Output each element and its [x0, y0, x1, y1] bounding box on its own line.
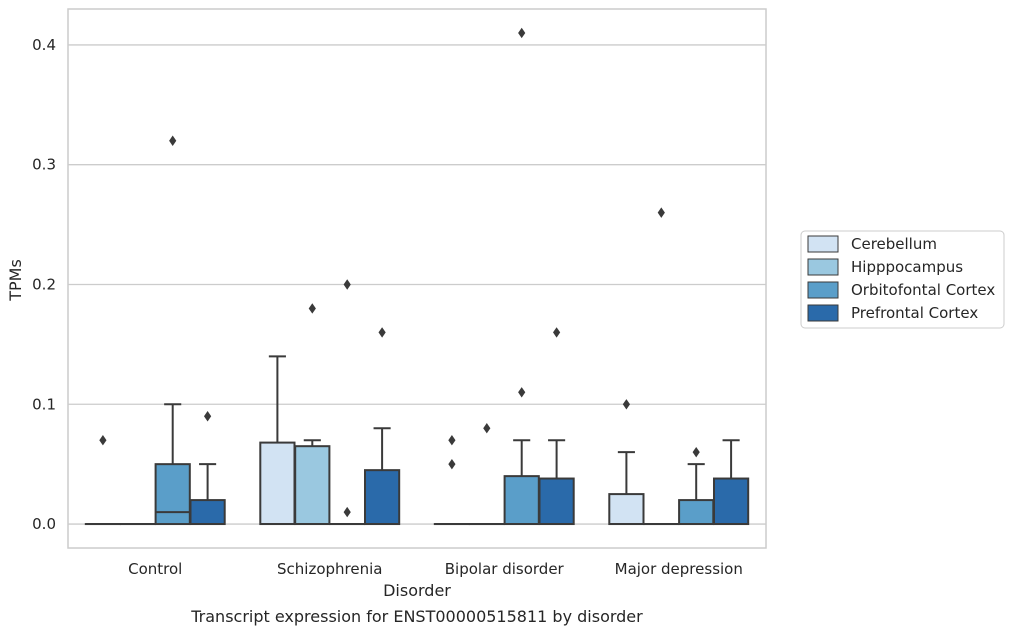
y-tick-label: 0.3: [32, 156, 56, 174]
legend-label: Prefrontal Cortex: [851, 304, 978, 322]
outlier-point: [518, 27, 526, 39]
outlier-point: [343, 279, 351, 290]
x-tick-label: Control: [128, 560, 182, 578]
legend-swatch: [807, 235, 839, 253]
box-orbitofontal-cortex: [154, 135, 191, 526]
box-cerebellum: [84, 435, 122, 526]
box: [712, 477, 750, 526]
outlier-point: [622, 399, 630, 410]
plot-frame: [67, 8, 767, 549]
legend-swatch: [807, 281, 839, 299]
box-prefrontal-cortex: [189, 411, 226, 526]
box-hipppocampus: [294, 303, 331, 526]
x-tick-label: Schizophrenia: [277, 560, 382, 578]
outlier-point: [204, 411, 212, 422]
legend-swatch: [807, 304, 839, 322]
outlier-point: [448, 435, 456, 446]
legend: Cerebellum Hipppocampus Orbitofontal Corte…: [800, 230, 1005, 329]
x-tick-label: Bipolar disorder: [445, 560, 565, 578]
x-axis-title: Disorder: [383, 581, 451, 600]
box: [608, 493, 645, 526]
box-cerebellum: [608, 399, 645, 526]
box-orbitofontal-cortex: [329, 279, 366, 526]
outlier-point: [553, 327, 561, 338]
outlier-point: [657, 207, 665, 218]
y-tick-label: 0.2: [32, 275, 56, 293]
chart-caption: Transcript expression for ENST0000051581…: [190, 607, 643, 626]
box-cerebellum: [433, 435, 471, 526]
outlier-point: [518, 387, 526, 398]
legend-swatch: [807, 258, 839, 276]
x-tick-labels: Control Schizophrenia Bipolar disorder Majo…: [128, 560, 743, 578]
outlier-point: [169, 135, 177, 146]
box: [503, 475, 540, 526]
y-tick-label: 0.1: [32, 395, 56, 413]
outlier-point: [378, 327, 386, 338]
legend-label: Orbitofontal Cortex: [851, 281, 995, 299]
y-tick-label: 0.0: [32, 515, 56, 533]
box-orbitofontal-cortex: [678, 446, 715, 526]
legend-label: Hipppocampus: [851, 258, 963, 276]
y-axis-title: TPMs: [6, 259, 25, 302]
outlier-point: [308, 303, 316, 314]
outlier-point: [99, 435, 107, 446]
outlier-point: [483, 423, 491, 434]
box-prefrontal-cortex: [712, 439, 750, 526]
box-hipppocampus: [468, 423, 505, 526]
legend-label: Cerebellum: [851, 235, 937, 253]
box-cerebellum: [259, 355, 296, 526]
box: [678, 499, 715, 526]
box-series: [84, 27, 750, 526]
outlier-point: [448, 458, 456, 470]
outlier-point: [343, 506, 351, 518]
box: [538, 477, 575, 526]
box-hipppocampus: [643, 207, 680, 526]
box-prefrontal-cortex: [363, 327, 401, 526]
box: [154, 463, 191, 526]
box-orbitofontal-cortex: [503, 27, 540, 526]
outlier-point: [692, 446, 700, 458]
box-prefrontal-cortex: [538, 327, 575, 526]
y-tick-labels: 0.0 0.1 0.2 0.3 0.4: [32, 36, 56, 533]
box: [189, 499, 226, 526]
box: [259, 441, 296, 526]
box: [363, 469, 401, 526]
box: [294, 445, 331, 526]
x-tick-label: Major depression: [615, 560, 743, 578]
legend-frame: [800, 230, 1005, 329]
y-tick-label: 0.4: [32, 36, 56, 54]
